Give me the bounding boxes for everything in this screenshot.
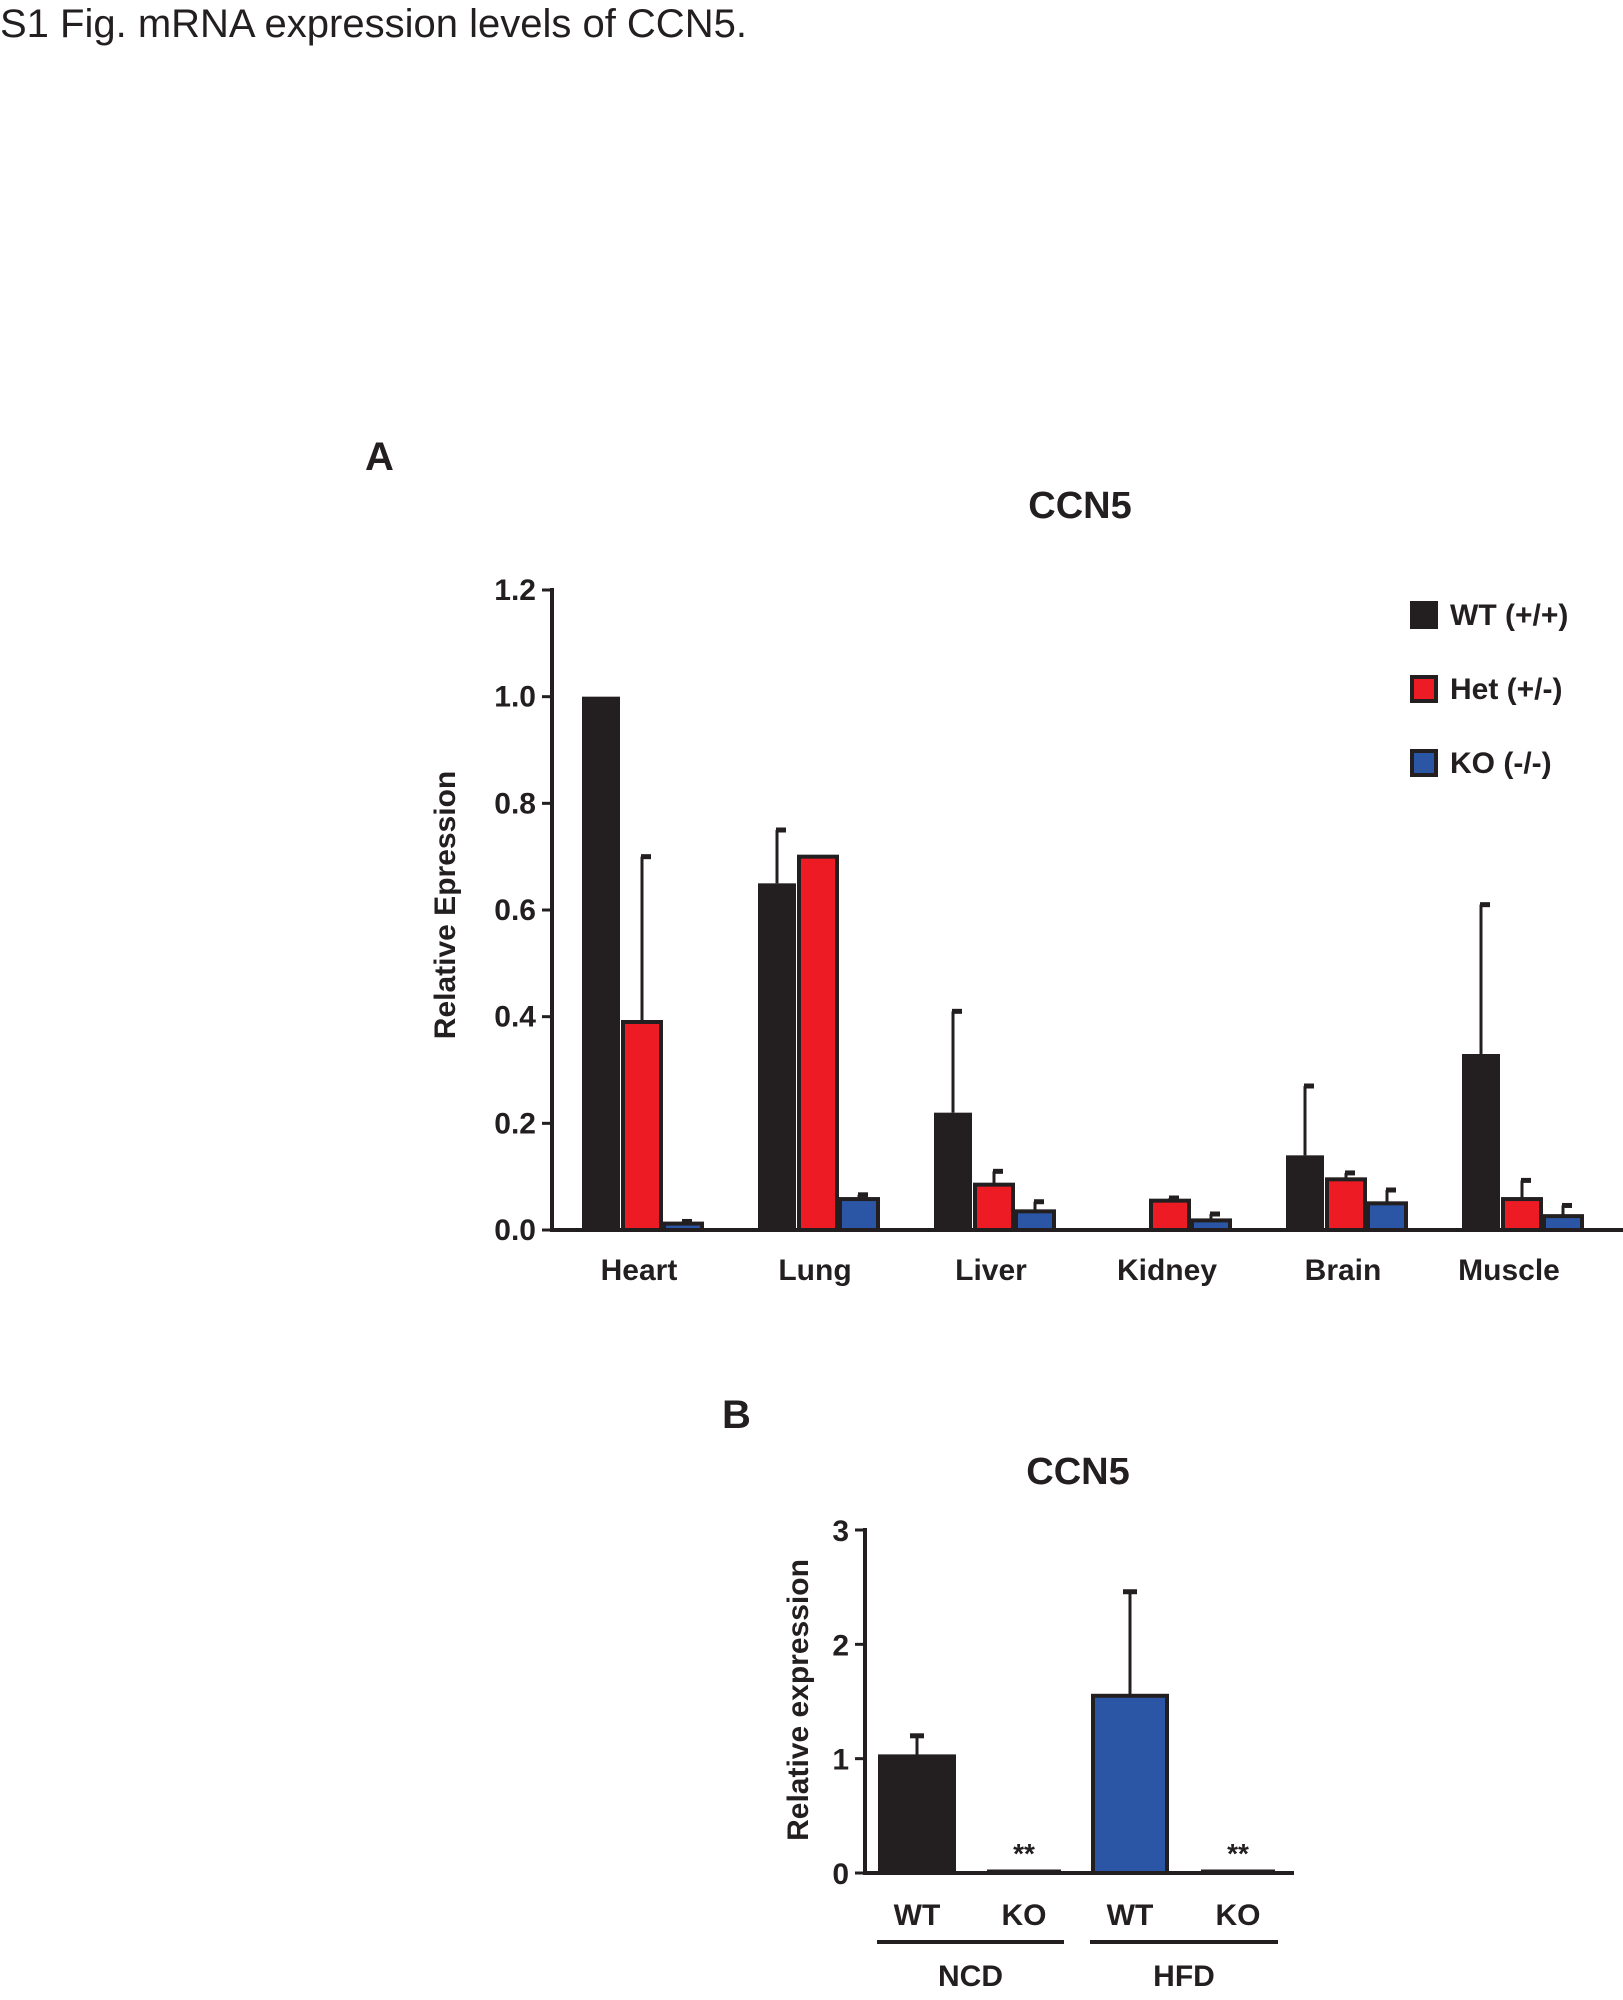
- panel-a-y-tick-label: 0.8: [494, 787, 536, 820]
- panel-b-significance-annotation: **: [1227, 1838, 1249, 1869]
- panel-a-bar-wt: [1286, 1155, 1324, 1230]
- panel-b-y-tick-label: 2: [832, 1629, 849, 1662]
- panel-b-x-label: WT: [1107, 1899, 1154, 1932]
- panel-a-x-label: Heart: [601, 1254, 678, 1287]
- panel-a-y-tick-label: 1.0: [494, 681, 536, 714]
- panel-a-legend-label: WT (+/+): [1450, 599, 1568, 632]
- panel-a-chart: A CCN5 Relative Epression 0.00.20.40.60.…: [365, 435, 1623, 1287]
- panel-a-bar-het: [1501, 1197, 1543, 1232]
- panel-a-legend-label: Het (+/-): [1450, 673, 1563, 706]
- panel-a-letter: A: [365, 435, 394, 479]
- panel-a-bar-wt: [934, 1112, 972, 1230]
- panel-b-group-label: HFD: [1153, 1960, 1215, 1993]
- panel-a-bar-wt: [582, 696, 620, 1230]
- panel-b-x-label: KO: [1216, 1899, 1261, 1932]
- panel-b-letter: B: [722, 1393, 751, 1437]
- panel-a-bar-het: [1325, 1177, 1367, 1233]
- panel-a-bar-het: [1149, 1198, 1191, 1232]
- panel-b-y-ticks: 0 1 2 3: [832, 1515, 865, 1891]
- panel-a-x-labels: Heart Lung Liver Kidney Brain Muscle: [601, 1254, 1560, 1287]
- panel-a-bar-het: [973, 1182, 1015, 1232]
- panel-a-bar-ko: [1014, 1209, 1056, 1233]
- panel-b-bar: [1091, 1693, 1169, 1875]
- panel-a-bar-ko: [1542, 1214, 1584, 1232]
- panel-b-bar: [878, 1754, 956, 1876]
- panel-a-y-tick-label: 0.6: [494, 894, 536, 927]
- panel-a-y-tick-label: 0.2: [494, 1107, 536, 1140]
- panel-a-legend-swatch-het: [1410, 675, 1438, 703]
- figure-caption: S1 Fig. mRNA expression levels of CCN5.: [0, 2, 747, 46]
- panel-a-x-label: Kidney: [1117, 1254, 1217, 1287]
- panel-a-legend-swatch-ko: [1410, 749, 1438, 777]
- panel-a-x-label: Brain: [1305, 1254, 1382, 1287]
- panel-a-bar-wt: [758, 883, 796, 1230]
- panel-a-y-label: Relative Epression: [429, 771, 462, 1039]
- panel-b-x-label: KO: [1002, 1899, 1047, 1932]
- panel-a-y-ticks: 0.0 0.2 0.4 0.6 0.8 1.0 1.2: [494, 574, 552, 1247]
- panel-a-legend-swatch-wt: [1410, 601, 1438, 629]
- panel-a-y-tick-label: 0.4: [494, 1001, 536, 1034]
- panel-b-x-labels: WT KO WT KO NCD HFD: [877, 1899, 1278, 1993]
- panel-b-bars: ** **: [878, 1589, 1275, 1876]
- panel-a-bar-het: [797, 854, 839, 1233]
- panel-a-legend: WT (+/+) Het (+/-) KO (-/-): [1410, 599, 1568, 780]
- panel-b-x-label: WT: [894, 1899, 941, 1932]
- panel-a-bar-ko: [838, 1197, 880, 1232]
- panel-a-axes: [550, 588, 1623, 1232]
- panel-b-axes: [863, 1528, 1294, 1875]
- panel-b-y-tick-label: 1: [832, 1744, 849, 1777]
- panel-a-legend-label: KO (-/-): [1450, 747, 1552, 780]
- panel-a-title: CCN5: [1028, 485, 1131, 527]
- panel-a-x-label: Lung: [778, 1254, 851, 1287]
- panel-b-group-label: NCD: [938, 1960, 1003, 1993]
- panel-b-y-label: Relative expression: [782, 1559, 815, 1841]
- panel-a-bar-ko: [1366, 1201, 1408, 1233]
- panel-a-bars: [582, 696, 1584, 1233]
- panel-b-significance-annotation: **: [1013, 1838, 1035, 1869]
- panel-b-title: CCN5: [1026, 1451, 1129, 1493]
- panel-b-y-tick-label: 0: [832, 1858, 849, 1891]
- panel-a-y-tick-label: 1.2: [494, 574, 536, 607]
- panel-a-x-label: Liver: [955, 1254, 1027, 1287]
- panel-a-x-label: Muscle: [1458, 1254, 1560, 1287]
- panel-a-bar-het: [621, 1020, 663, 1232]
- panel-a-y-tick-label: 0.0: [494, 1214, 536, 1247]
- panel-b-y-tick-label: 3: [832, 1515, 849, 1548]
- panel-b-chart: B CCN5 Relative expression 0 1 2 3 ** ** WT K…: [722, 1393, 1294, 1993]
- panel-a-bar-wt: [1462, 1054, 1500, 1230]
